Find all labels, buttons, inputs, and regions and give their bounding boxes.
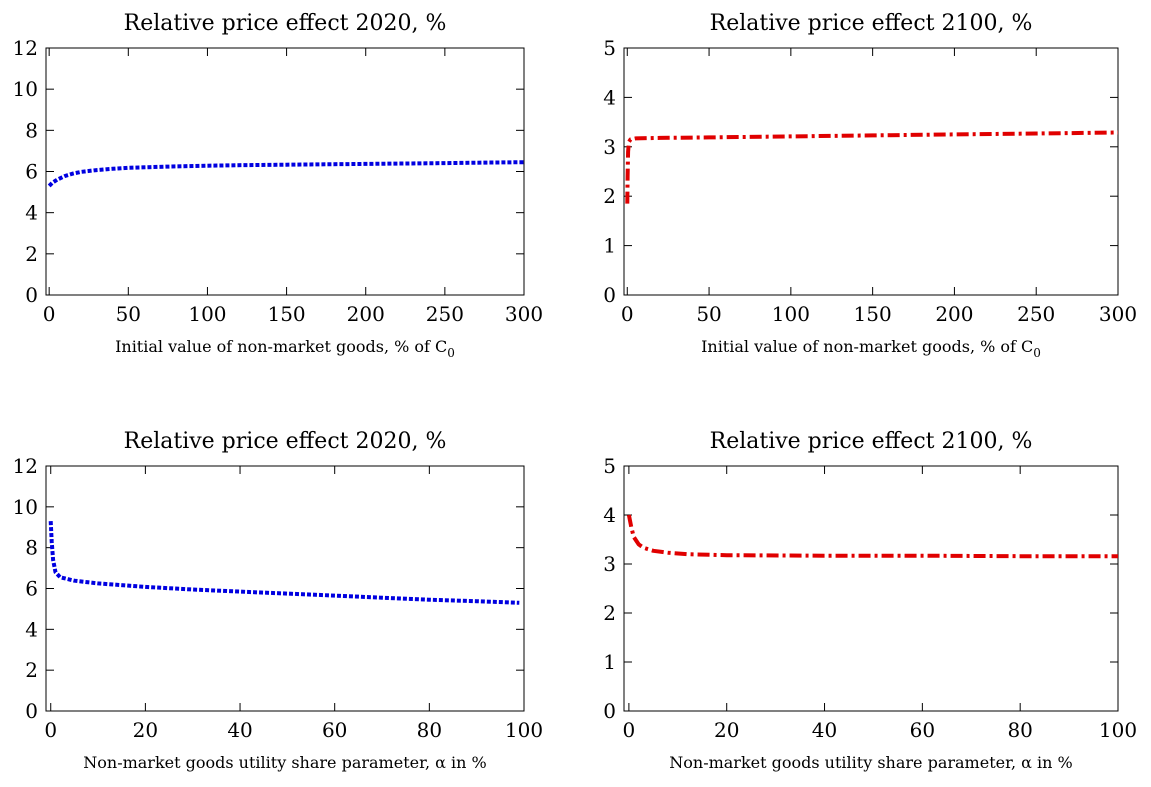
x-tick-label: 150	[267, 302, 305, 326]
plot-frame	[623, 47, 1119, 296]
x-tick-label: 0	[44, 718, 57, 742]
x-tick-label: 0	[43, 302, 56, 326]
y-tick-label: 3	[603, 135, 616, 159]
x-tick-label: 250	[1017, 302, 1055, 326]
x-axis-label: Non-market goods utility share parameter…	[669, 753, 1073, 772]
y-tick-label: 4	[25, 201, 38, 225]
x-tick-label: 40	[812, 718, 837, 742]
x-axis-label-text: Initial value of non-market goods, % of …	[115, 337, 447, 356]
y-tick-label: 12	[13, 36, 38, 60]
y-tick-label: 2	[603, 184, 616, 208]
y-tick-label: 12	[13, 454, 38, 478]
x-tick-label: 100	[772, 302, 810, 326]
y-tick-label: 8	[25, 118, 38, 142]
y-tick-label: 5	[603, 454, 616, 478]
y-tick-label: 1	[603, 650, 616, 674]
series-line-1	[625, 130, 1119, 204]
series-line-1	[626, 514, 1118, 559]
y-tick-label: 0	[25, 283, 38, 307]
x-tick-label: 300	[1099, 302, 1137, 326]
x-axis-label: Initial value of non-market goods, % of …	[701, 337, 1041, 360]
x-tick-label: 100	[188, 302, 226, 326]
plot-frame	[623, 465, 1119, 712]
y-tick-label: 1	[603, 234, 616, 258]
x-tick-label: 60	[910, 718, 935, 742]
chart-title: Relative price effect 2020, %	[124, 429, 447, 454]
x-tick-label: 50	[116, 302, 141, 326]
y-tick-label: 6	[25, 577, 38, 601]
x-axis-label-subscript: 0	[1033, 346, 1041, 360]
chart-title: Relative price effect 2100, %	[710, 11, 1033, 36]
x-tick-label: 0	[623, 718, 636, 742]
y-tick-label: 0	[25, 699, 38, 723]
x-tick-label: 60	[322, 718, 347, 742]
y-tick-label: 4	[25, 617, 38, 641]
y-tick-label: 4	[603, 85, 616, 109]
y-tick-label: 6	[25, 160, 38, 184]
y-tick-label: 8	[25, 536, 38, 560]
chart-panel-4: Relative price effect 2100, %0 20 40 60 80 10…	[603, 429, 1137, 772]
y-tick-label: 0	[603, 699, 616, 723]
y-tick-label: 4	[603, 503, 616, 527]
x-tick-label: 300	[505, 302, 543, 326]
x-axis-label: Non-market goods utility share parameter…	[83, 753, 487, 772]
y-tick-label: 2	[25, 658, 38, 682]
x-tick-label: 50	[696, 302, 721, 326]
x-tick-label: 150	[854, 302, 892, 326]
plot-frame	[45, 47, 525, 296]
series-line-1	[48, 521, 520, 605]
x-axis-label-subscript: 0	[447, 346, 455, 360]
x-tick-label: 100	[505, 718, 543, 742]
x-tick-label: 0	[621, 302, 634, 326]
y-tick-label: 5	[603, 36, 616, 60]
x-tick-label: 250	[426, 302, 464, 326]
plot-frame	[45, 465, 525, 712]
y-tick-label: 0	[603, 283, 616, 307]
y-tick-label: 2	[25, 242, 38, 266]
x-axis-label-text: Initial value of non-market goods, % of …	[701, 337, 1033, 356]
x-axis-label-text: Non-market goods utility share parameter…	[669, 753, 1073, 772]
y-tick-label: 2	[603, 601, 616, 625]
chart-title: Relative price effect 2020, %	[124, 11, 447, 36]
chart-panel-2: Relative price effect 2100, %0 50 100 150 20…	[603, 11, 1137, 360]
y-tick-label: 3	[603, 552, 616, 576]
y-tick-label: 10	[13, 495, 38, 519]
x-tick-label: 40	[227, 718, 252, 742]
chart-panel-1: Relative price effect 2020, %0 50 100 150 20…	[13, 11, 544, 360]
x-tick-label: 100	[1099, 718, 1137, 742]
x-tick-label: 80	[417, 718, 442, 742]
y-tick-label: 10	[13, 77, 38, 101]
chart-title: Relative price effect 2100, %	[710, 429, 1033, 454]
x-tick-label: 80	[1007, 718, 1032, 742]
x-tick-label: 20	[714, 718, 739, 742]
series-line-1	[47, 160, 525, 188]
x-tick-label: 200	[935, 302, 973, 326]
x-tick-label: 20	[133, 718, 158, 742]
x-axis-label-text: Non-market goods utility share parameter…	[83, 753, 487, 772]
x-tick-label: 200	[347, 302, 385, 326]
chart-panel-3: Relative price effect 2020, %0 20 40 60 80 10…	[13, 429, 544, 772]
x-axis-label: Initial value of non-market goods, % of …	[115, 337, 455, 360]
